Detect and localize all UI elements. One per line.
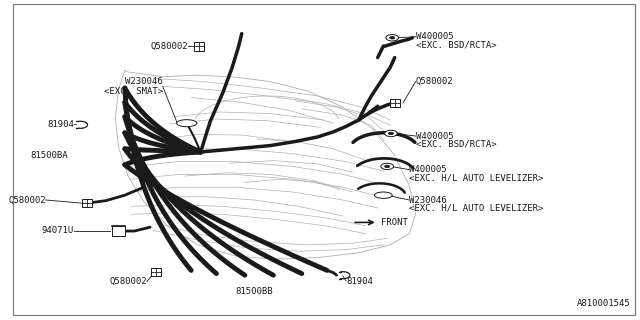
- Text: 81904: 81904: [346, 277, 373, 286]
- Circle shape: [385, 165, 390, 168]
- Text: FRONT: FRONT: [381, 218, 408, 227]
- Text: W400005: W400005: [409, 165, 447, 174]
- Text: W400005: W400005: [415, 32, 453, 41]
- Text: 94071U: 94071U: [42, 226, 74, 235]
- Text: 81500BA: 81500BA: [30, 151, 68, 160]
- Text: <EXC. BSD/RCTA>: <EXC. BSD/RCTA>: [415, 140, 496, 148]
- Text: 81904: 81904: [47, 120, 74, 129]
- Circle shape: [385, 130, 397, 137]
- Ellipse shape: [177, 120, 197, 127]
- Bar: [112, 226, 125, 236]
- Ellipse shape: [374, 192, 392, 198]
- Text: Q580002: Q580002: [415, 77, 453, 86]
- Circle shape: [390, 36, 395, 39]
- Text: Q580002: Q580002: [150, 42, 188, 51]
- Bar: [82, 199, 92, 207]
- Circle shape: [388, 132, 394, 135]
- Bar: [390, 99, 399, 107]
- Text: W230046: W230046: [125, 77, 163, 86]
- Text: <EXC. H/L AUTO LEVELIZER>: <EXC. H/L AUTO LEVELIZER>: [409, 173, 543, 182]
- Text: Q580002: Q580002: [8, 196, 46, 204]
- Circle shape: [386, 35, 399, 41]
- Bar: [194, 42, 204, 51]
- Text: <EXC. H/L AUTO LEVELIZER>: <EXC. H/L AUTO LEVELIZER>: [409, 204, 543, 212]
- Circle shape: [381, 163, 394, 170]
- Text: A810001545: A810001545: [577, 299, 630, 308]
- Text: 81500BB: 81500BB: [236, 287, 273, 296]
- Bar: [152, 268, 161, 276]
- Text: Q580002: Q580002: [109, 277, 147, 286]
- Text: <EXC. SMAT>: <EXC. SMAT>: [104, 87, 163, 96]
- Text: <EXC. BSD/RCTA>: <EXC. BSD/RCTA>: [415, 40, 496, 49]
- Text: W230046: W230046: [409, 196, 447, 204]
- Text: W400005: W400005: [415, 132, 453, 140]
